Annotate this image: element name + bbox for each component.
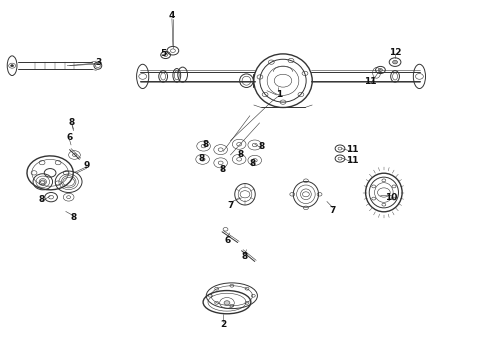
Text: 2: 2 — [220, 320, 226, 329]
Text: 8: 8 — [203, 140, 209, 149]
Text: 8: 8 — [220, 165, 226, 174]
Text: 8: 8 — [237, 150, 243, 159]
Circle shape — [378, 68, 382, 71]
Text: 8: 8 — [199, 154, 205, 163]
Text: 7: 7 — [227, 201, 234, 210]
Text: 3: 3 — [96, 58, 102, 67]
Circle shape — [11, 64, 14, 67]
Text: 11: 11 — [346, 156, 359, 165]
Text: 10: 10 — [385, 193, 397, 202]
Text: 5: 5 — [161, 49, 167, 58]
Circle shape — [224, 301, 230, 305]
Circle shape — [392, 60, 397, 64]
Text: 8: 8 — [242, 252, 248, 261]
Text: 8: 8 — [71, 213, 76, 222]
Text: 9: 9 — [83, 161, 90, 170]
Text: 8: 8 — [259, 141, 265, 150]
Text: 4: 4 — [169, 11, 175, 20]
Text: 8: 8 — [249, 159, 255, 168]
Text: 12: 12 — [389, 48, 401, 57]
Text: 1: 1 — [276, 90, 282, 99]
Text: 11: 11 — [365, 77, 377, 86]
Text: 8: 8 — [38, 195, 45, 204]
Text: 6: 6 — [225, 236, 231, 245]
Text: 7: 7 — [329, 206, 336, 215]
Text: 6: 6 — [67, 133, 73, 142]
Text: 8: 8 — [69, 118, 75, 127]
Text: 11: 11 — [346, 145, 359, 154]
